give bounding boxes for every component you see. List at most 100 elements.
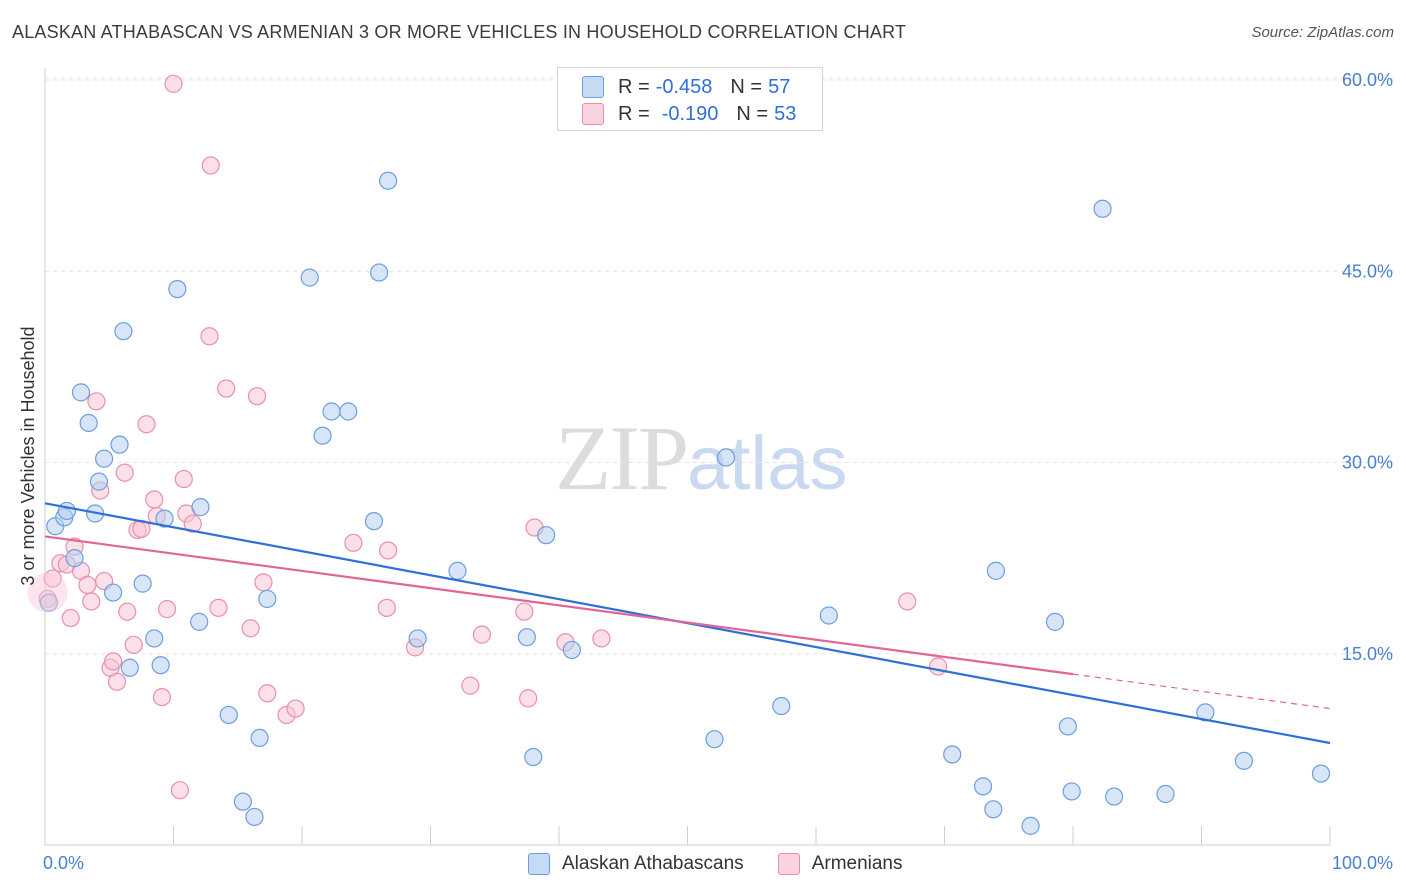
armenian-cluster-point (27, 572, 68, 613)
legend-item-athabascans[interactable]: Alaskan Athabascans (528, 853, 744, 875)
legend-r-value: -0.458 (655, 75, 713, 98)
athabascan-point (517, 628, 536, 647)
athabascan-point (151, 656, 170, 675)
athabascan-point (1105, 787, 1124, 806)
athabascan-point (233, 792, 252, 811)
athabascan-point (110, 435, 129, 454)
tick-labels: 15.0% 30.0% 45.0% 60.0% 0.0% 100.0% (43, 70, 1393, 873)
series-legend: Alaskan Athabascans Armenians (528, 851, 937, 877)
athabascan-point (1196, 703, 1215, 722)
armenian-point (174, 469, 193, 489)
armenian-point (152, 687, 172, 707)
athabascan-point (258, 589, 277, 609)
armenian-point (170, 781, 190, 800)
athabascan-point (378, 171, 398, 190)
armenian-point (378, 541, 398, 560)
athabascan-point (772, 696, 791, 716)
armenian-point (519, 689, 538, 708)
legend-swatch-pink (777, 853, 800, 875)
athabascan-point (984, 800, 1003, 819)
watermark-atlas: atlas (687, 421, 848, 506)
watermark-zip: ZIP (555, 407, 689, 509)
legend-n-label: N = (730, 75, 763, 98)
athabascan-point (1093, 199, 1112, 218)
athabascan-point (339, 402, 358, 421)
legend-r-value: -0.190 (661, 102, 719, 125)
armenian-point (472, 625, 491, 644)
armenian-point (107, 672, 127, 691)
legend-row-athabascan: R = -0.458 N = 57 (582, 73, 790, 101)
athabascan-point (191, 498, 210, 517)
x-tick-label: 0.0% (43, 853, 84, 873)
athabascan-point (145, 629, 164, 648)
armenian-point (43, 569, 62, 588)
armenian-point (241, 619, 260, 638)
armenian-point (87, 392, 106, 411)
athabascan-point (986, 561, 1006, 580)
athabascan-point (65, 549, 84, 568)
athabascan-point (79, 413, 98, 433)
armenian-point (104, 652, 123, 671)
legend-n-label: N = (736, 102, 769, 125)
armenian-point (164, 74, 183, 93)
armenian-point (137, 415, 156, 434)
athabascan-point (448, 561, 467, 580)
athabascan-point (716, 448, 736, 467)
armenian-trend-extension (1072, 673, 1331, 710)
armenian-point (928, 657, 948, 676)
athabascan-point (705, 730, 724, 749)
zipatlas-watermark: ZIPatlas (555, 405, 848, 511)
athabascan-point (973, 777, 993, 796)
armenian-point (258, 684, 277, 703)
athabascan-point (408, 629, 427, 648)
armenian-point (183, 514, 202, 533)
legend-swatch-blue (528, 853, 550, 875)
armenian-point (124, 635, 143, 654)
athabascan-point (364, 512, 384, 531)
athabascan-point (562, 640, 581, 660)
armenian-point (217, 379, 236, 398)
legend-swatch-pink (582, 103, 604, 125)
legend-r-label: R = (618, 75, 650, 98)
athabascan-point (155, 509, 174, 528)
athabascan-point (943, 745, 962, 764)
armenian-point (201, 156, 220, 175)
athabascan-point (313, 426, 332, 445)
armenian-point (115, 463, 134, 482)
athabascan-point (114, 322, 133, 341)
armenian-point (515, 602, 534, 621)
legend-swatch-blue (582, 76, 604, 98)
legend-row-armenian: R = -0.190 N = 53 (582, 100, 796, 128)
armenian-point (254, 573, 273, 592)
athabascan-point (819, 606, 838, 625)
data-points (27, 74, 1331, 835)
armenian-point (592, 629, 611, 648)
athabascan-point (245, 807, 264, 827)
armenian-point (82, 592, 101, 611)
armenian-point (145, 490, 164, 509)
armenian-point (118, 602, 137, 621)
armenian-point (61, 608, 80, 628)
y-axis-title: 3 or more Vehicles in Household (18, 326, 38, 585)
armenian-point (377, 598, 396, 617)
armenian-point (78, 575, 97, 595)
athabascan-point (104, 583, 123, 602)
y-tick-label: 45.0% (1342, 261, 1393, 281)
athabascan-point (1045, 612, 1065, 631)
legend-n-value: 57 (768, 75, 791, 98)
legend-item-armenians[interactable]: Armenians (777, 853, 903, 875)
chart-title: ALASKAN ATHABASCAN VS ARMENIAN 3 OR MORE… (12, 22, 907, 42)
y-tick-label: 30.0% (1342, 453, 1393, 473)
athabascan-point (57, 501, 76, 521)
athabascan-point (168, 280, 187, 299)
athabascan-point (133, 574, 152, 593)
athabascan-point (1062, 782, 1081, 801)
correlation-legend: R = -0.458 N = 57 R = -0.190 N = 53 (557, 67, 823, 131)
athabascan-point (524, 747, 543, 767)
athabascan-point (120, 658, 139, 677)
legend-r-label: R = (618, 102, 650, 125)
athabascan-point (39, 593, 58, 612)
athabascan-point (537, 526, 556, 545)
armenian-point (200, 327, 219, 346)
